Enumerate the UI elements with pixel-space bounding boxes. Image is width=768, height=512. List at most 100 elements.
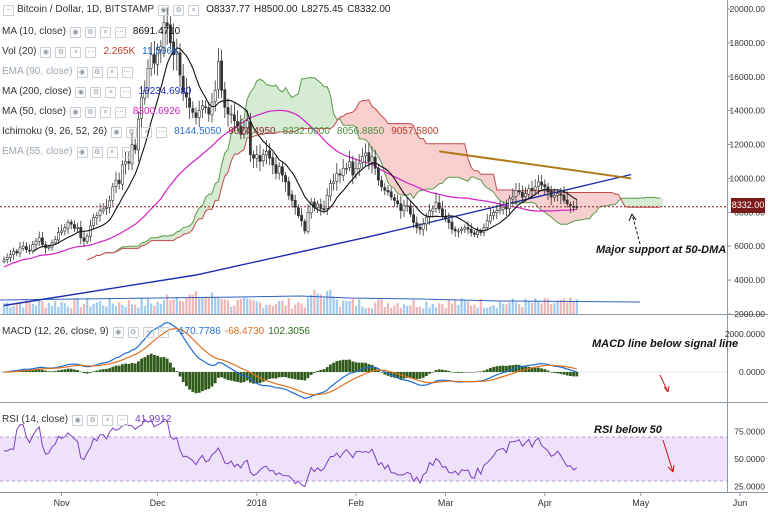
- candle-body: [351, 161, 355, 176]
- candle-body: [392, 197, 396, 201]
- macd-pane[interactable]: [0, 316, 727, 400]
- more-icon[interactable]: ⋯: [85, 46, 97, 58]
- eye-icon[interactable]: ◉: [112, 326, 124, 338]
- volume-bar: [354, 305, 358, 314]
- candle-body: [73, 224, 76, 229]
- close-icon[interactable]: ×: [188, 4, 200, 16]
- settings-icon[interactable]: ⚙: [173, 4, 185, 16]
- close-icon[interactable]: ×: [102, 414, 114, 426]
- legend-row[interactable]: Vol (20) ◉ ⚙ × ⋯ 2.265K 11.596K: [2, 45, 179, 59]
- volume-bar: [290, 308, 294, 314]
- ohlc-c: C8332.00: [347, 4, 391, 15]
- close-icon[interactable]: ×: [106, 146, 118, 158]
- macd-histogram-bar: [338, 360, 342, 372]
- cloud-segment: [381, 116, 385, 174]
- close-icon[interactable]: ×: [142, 326, 154, 338]
- settings-icon[interactable]: ⚙: [84, 26, 96, 38]
- legend-row[interactable]: Ichimoku (9, 26, 52, 26) ◉ ⚙ × ⋯ 8144.5050 902…: [2, 125, 438, 139]
- eye-icon[interactable]: ◉: [111, 126, 123, 138]
- settings-icon[interactable]: ⚙: [87, 414, 99, 426]
- close-icon[interactable]: ×: [105, 86, 117, 98]
- rsi-legend[interactable]: RSI (14, close) ◉ ⚙ × ⋯ 41.9912: [2, 413, 171, 427]
- candle-body: [261, 154, 265, 161]
- close-icon[interactable]: ×: [99, 106, 111, 118]
- volume-bar: [306, 297, 310, 314]
- cloud-segment: [640, 197, 644, 208]
- cloud-segment: [304, 77, 308, 129]
- rsi-pane[interactable]: [0, 404, 727, 492]
- eye-icon[interactable]: ◉: [158, 4, 170, 16]
- macd-histogram-bar: [313, 372, 316, 373]
- cloud-segment: [570, 192, 574, 223]
- candle-body: [466, 227, 470, 230]
- settings-icon[interactable]: ⚙: [55, 46, 67, 58]
- legend-row[interactable]: MA (10, close) ◉ ⚙ × ⋯ 8691.4710: [2, 25, 180, 39]
- macd-histogram-bar: [66, 368, 70, 372]
- macd-histogram-bar: [290, 372, 294, 379]
- candle-body: [85, 235, 89, 242]
- rsi-arrow: [662, 439, 674, 473]
- more-icon[interactable]: ⋯: [114, 106, 126, 118]
- collapse-icon[interactable]: −: [3, 4, 14, 16]
- candle-body: [149, 54, 153, 69]
- cloud-segment: [557, 192, 561, 225]
- macd-legend[interactable]: MACD (12, 26, close, 9) ◉ ⚙ × ⋯ -170.778…: [2, 325, 310, 339]
- eye-icon[interactable]: ◉: [76, 146, 88, 158]
- settings-icon[interactable]: ⚙: [90, 86, 102, 98]
- more-icon[interactable]: ⋯: [121, 146, 133, 158]
- cloud-segment: [592, 192, 596, 215]
- close-icon[interactable]: ×: [141, 126, 153, 138]
- settings-icon[interactable]: ⚙: [84, 106, 96, 118]
- more-icon[interactable]: ⋯: [156, 126, 168, 138]
- close-icon[interactable]: ×: [70, 46, 82, 58]
- macd-histogram-bar: [162, 357, 166, 372]
- more-icon[interactable]: ⋯: [120, 86, 132, 98]
- eye-icon[interactable]: ◉: [75, 86, 87, 98]
- ma50-line: [3, 109, 577, 268]
- more-icon[interactable]: ⋯: [114, 26, 126, 38]
- candle-body: [95, 215, 99, 218]
- settings-icon[interactable]: ⚙: [91, 146, 103, 158]
- volume-bar: [124, 306, 127, 314]
- settings-icon[interactable]: ⚙: [126, 126, 138, 138]
- legend-row[interactable]: EMA (90, close) ◉ ⚙ × ⋯: [2, 65, 133, 79]
- cloud-segment: [602, 192, 606, 207]
- eye-icon[interactable]: ◉: [76, 66, 88, 78]
- candle-body: [28, 249, 32, 252]
- legend-row[interactable]: MA (50, close) ◉ ⚙ × ⋯ 8300.6926: [2, 105, 180, 119]
- more-icon[interactable]: ⋯: [121, 66, 133, 78]
- settings-icon[interactable]: ⚙: [91, 66, 103, 78]
- symbol-header[interactable]: − Bitcoin / Dollar, 1D, BITSTAMP ◉ ⚙ × O…: [2, 3, 390, 17]
- close-icon[interactable]: ×: [106, 66, 118, 78]
- legend-row[interactable]: MA (200, close) ◉ ⚙ × ⋯ 10234.6980: [2, 85, 191, 99]
- candle-body: [383, 187, 387, 191]
- candle-body: [418, 226, 422, 230]
- more-icon[interactable]: ⋯: [117, 414, 129, 426]
- volume-bar: [252, 300, 255, 314]
- eye-icon[interactable]: ◉: [69, 26, 81, 38]
- macd-histogram-bar: [233, 372, 236, 382]
- candle-body: [245, 120, 249, 129]
- eye-icon[interactable]: ◉: [72, 414, 84, 426]
- macd-histogram-bar: [92, 371, 95, 372]
- volume-bar: [105, 306, 108, 314]
- cloud-segment: [458, 143, 462, 179]
- more-icon[interactable]: ⋯: [157, 326, 169, 338]
- volume-bar: [530, 303, 534, 314]
- cloud-segment: [535, 190, 539, 208]
- macd-histogram-bar: [31, 370, 35, 372]
- volume-bar: [508, 302, 511, 314]
- volume-bar: [297, 302, 300, 314]
- eye-icon[interactable]: ◉: [40, 46, 52, 58]
- legend-row[interactable]: EMA (55, close) ◉ ⚙ × ⋯: [2, 145, 133, 159]
- volume-bar: [428, 307, 431, 314]
- close-icon[interactable]: ×: [99, 26, 111, 38]
- settings-icon[interactable]: ⚙: [127, 326, 139, 338]
- candle-body: [268, 150, 272, 159]
- volume-bar: [524, 298, 527, 314]
- cloud-segment: [327, 86, 331, 129]
- eye-icon[interactable]: ◉: [69, 106, 81, 118]
- candle-body: [469, 228, 473, 233]
- volume-bar: [150, 303, 153, 314]
